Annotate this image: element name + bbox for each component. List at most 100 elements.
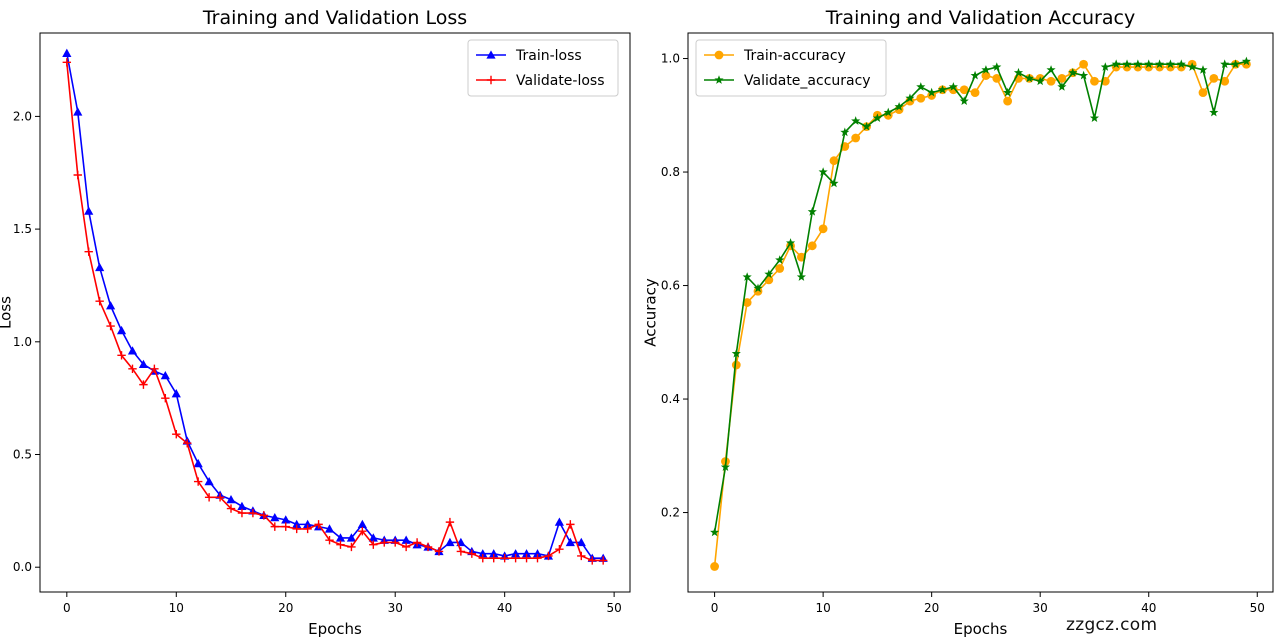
plot-area-frame	[687, 32, 1274, 593]
data-point	[937, 84, 948, 94]
data-point	[358, 526, 367, 536]
data-point	[336, 540, 345, 549]
data-point	[1046, 65, 1056, 74]
legend-entry: Validate-loss	[476, 73, 605, 89]
data-point	[391, 538, 400, 547]
y-tick-label: 0.0	[13, 560, 32, 574]
data-point	[270, 513, 280, 522]
data-point	[753, 286, 763, 296]
legend-entry: Validate_accuracy	[704, 73, 871, 89]
chart-title: Training and Validation Loss	[202, 7, 467, 29]
data-point	[970, 70, 980, 80]
data-point	[62, 58, 72, 67]
data-point	[872, 113, 882, 123]
data-point	[992, 74, 1002, 83]
data-point	[1090, 76, 1099, 86]
data-point	[1035, 76, 1045, 86]
data-point	[807, 206, 817, 216]
data-point	[95, 297, 104, 306]
series-line	[713, 60, 1247, 533]
data-point	[818, 224, 828, 234]
legend-marker	[714, 75, 724, 84]
data-point	[84, 206, 94, 215]
data-point	[62, 48, 72, 57]
data-point	[171, 389, 181, 398]
data-point	[193, 458, 203, 468]
data-point	[248, 508, 258, 518]
y-tick-label: 1.0	[661, 52, 680, 66]
x-tick-label: 30	[388, 601, 403, 615]
data-point	[478, 549, 488, 558]
data-point	[981, 71, 991, 80]
data-point	[150, 364, 159, 374]
legend-label: Train-loss	[515, 48, 582, 64]
data-point	[412, 538, 422, 547]
data-point	[905, 93, 915, 103]
data-point	[992, 62, 1002, 71]
legend-marker	[486, 50, 496, 59]
series-validate-loss	[62, 58, 608, 565]
data-point	[1187, 62, 1197, 71]
data-point	[851, 133, 861, 143]
data-point	[335, 533, 346, 542]
data-point	[720, 462, 731, 472]
x-tick-label: 30	[1033, 601, 1048, 615]
data-point	[533, 553, 542, 563]
data-point	[511, 553, 520, 563]
data-point	[1133, 59, 1143, 69]
data-point	[193, 477, 203, 486]
data-point	[160, 371, 170, 380]
series-line	[713, 63, 1247, 567]
data-point	[161, 393, 170, 403]
y-tick-label: 0.4	[661, 392, 680, 406]
data-point	[731, 348, 741, 358]
data-point	[1013, 67, 1024, 77]
data-point	[1209, 74, 1219, 83]
series-train-accuracy	[710, 59, 1251, 571]
data-point	[368, 533, 378, 542]
legend-marker	[714, 50, 724, 60]
data-point	[84, 247, 93, 256]
data-point	[927, 91, 937, 100]
data-point	[127, 346, 138, 355]
data-point	[172, 430, 181, 439]
data-point	[423, 542, 433, 552]
data-point	[1176, 59, 1186, 69]
data-point	[829, 156, 839, 166]
data-point	[742, 298, 752, 307]
y-tick-label: 0.8	[661, 165, 680, 179]
data-point	[829, 178, 839, 188]
data-point	[970, 88, 980, 97]
data-point	[851, 116, 861, 125]
data-point	[1003, 96, 1013, 106]
x-tick-label: 20	[278, 601, 293, 615]
data-point	[775, 264, 785, 273]
data-point	[981, 65, 991, 74]
data-point	[959, 85, 969, 95]
data-point	[1057, 74, 1067, 83]
data-point	[786, 238, 796, 247]
data-point	[883, 107, 893, 117]
data-point	[347, 542, 356, 552]
data-point	[215, 493, 225, 502]
y-tick-label: 0.5	[13, 448, 32, 462]
data-point	[764, 275, 774, 285]
data-point	[292, 524, 301, 534]
data-point	[380, 538, 389, 547]
data-point	[1230, 59, 1241, 69]
data-point	[1220, 76, 1230, 86]
data-point	[445, 517, 455, 527]
data-point	[237, 501, 247, 511]
data-point	[1057, 82, 1067, 91]
data-point	[237, 508, 247, 518]
data-point	[1079, 70, 1089, 80]
y-axis-label: Loss	[0, 296, 15, 329]
legend-frame	[695, 39, 887, 97]
legend-marker	[486, 75, 496, 85]
data-point	[1111, 59, 1121, 69]
data-point	[731, 360, 741, 370]
series-validate-accuracy	[710, 56, 1251, 537]
data-point	[292, 519, 302, 529]
data-point	[314, 520, 323, 529]
data-point	[401, 542, 411, 552]
